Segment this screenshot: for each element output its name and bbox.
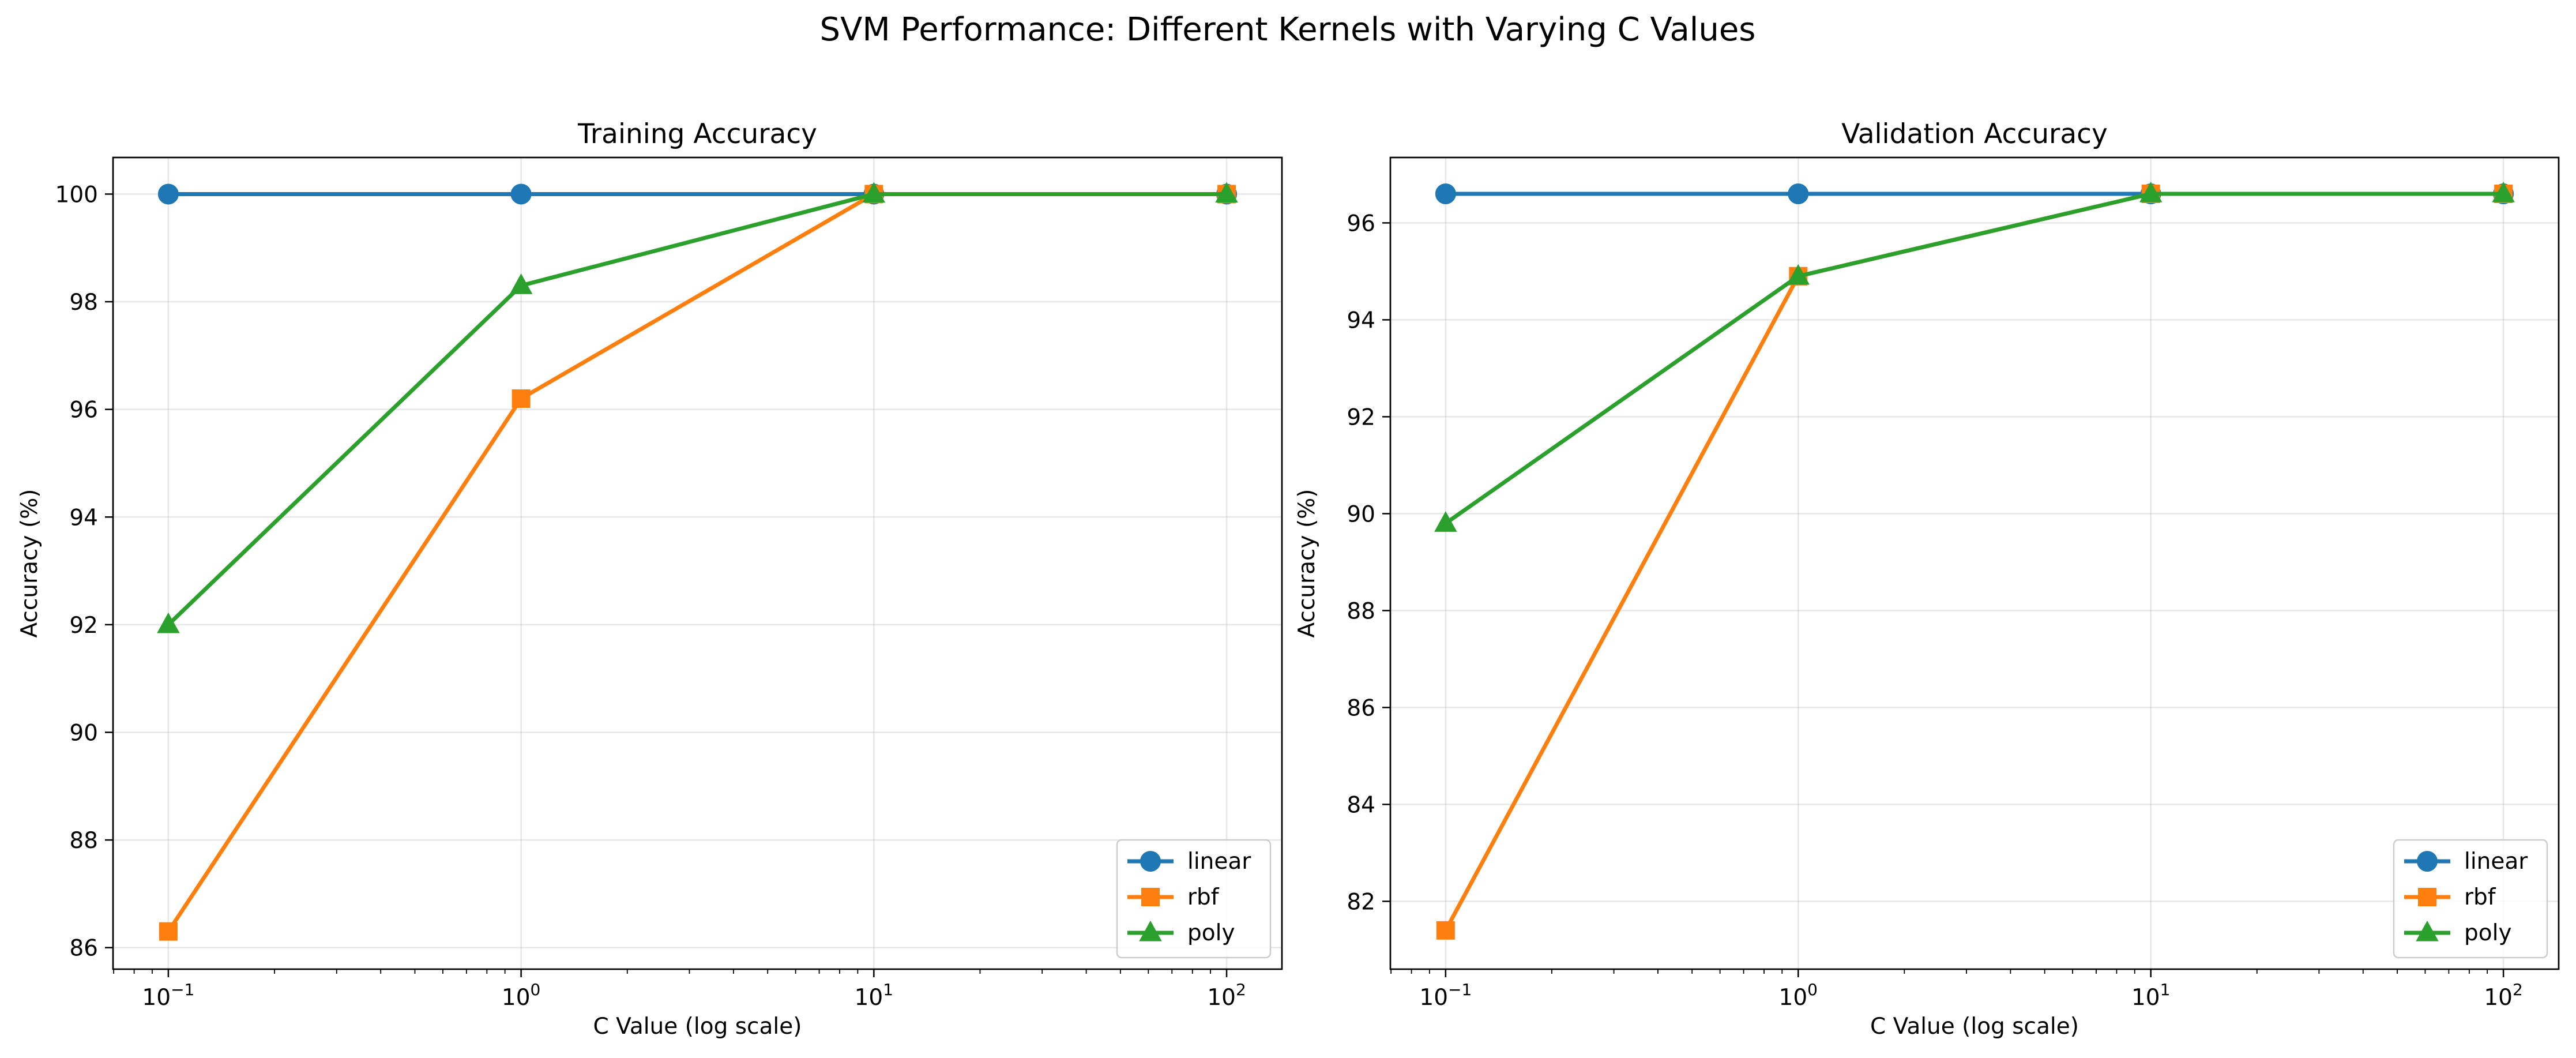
- x-axis-label: C Value (log scale): [1870, 1014, 2079, 1040]
- data-point-poly: [1215, 182, 1238, 203]
- series-line-poly: [165, 192, 1229, 628]
- x-tick-label-base: 10: [855, 985, 883, 1011]
- x-tick-label-base: 10: [2484, 985, 2513, 1011]
- y-tick-label: 90: [69, 720, 98, 746]
- y-tick-label: 92: [69, 613, 98, 639]
- x-tick-label-exponent: 0: [1807, 980, 1818, 999]
- y-tick-label: 96: [69, 397, 98, 423]
- x-axis-label: C Value (log scale): [593, 1014, 802, 1040]
- data-point-linear: [157, 183, 179, 205]
- x-tick-label: 100: [502, 980, 540, 1011]
- x-tick-label: 10−1: [1419, 980, 1472, 1011]
- validation-accuracy-chart: 10−1 100 101 1028284868890929496Validation …: [1294, 118, 2560, 1040]
- y-tick-label: 88: [69, 828, 98, 854]
- series-poly: [157, 182, 1238, 633]
- chart-title: Validation Accuracy: [1841, 118, 2108, 150]
- figure-title: SVM Performance: Different Kernels with …: [820, 11, 1756, 48]
- data-point-rbf: [512, 389, 531, 408]
- legend-entry-linear: linear: [2404, 849, 2528, 875]
- data-point-linear: [1788, 183, 1809, 204]
- x-tick-label-base: 10: [1779, 985, 1808, 1011]
- legend-marker-rbf: [2418, 888, 2436, 906]
- x-tick-label: 102: [1207, 980, 1246, 1011]
- x-tick-label-exponent: −1: [171, 980, 194, 999]
- x-tick-label-base: 10: [1419, 985, 1448, 1011]
- y-tick-label: 82: [1347, 889, 1375, 915]
- legend-entry-poly: poly: [1127, 920, 1235, 946]
- y-tick-label: 86: [1347, 695, 1375, 721]
- data-point-poly: [1787, 264, 1810, 285]
- data-point-poly: [2139, 181, 2163, 202]
- data-point-poly: [509, 273, 533, 294]
- x-tick-label: 102: [2484, 980, 2522, 1011]
- x-tick-label: 101: [855, 980, 893, 1011]
- x-tick-label-exponent: 2: [1236, 980, 1246, 999]
- y-tick-label: 94: [1347, 307, 1375, 333]
- y-axis-label: Accuracy (%): [17, 489, 43, 638]
- y-tick-label: 88: [1347, 598, 1375, 624]
- legend-marker-linear: [1140, 851, 1161, 872]
- x-tick-label: 10−1: [142, 980, 194, 1011]
- data-point-poly: [862, 182, 886, 203]
- y-tick-label: 92: [1347, 404, 1375, 430]
- legend-entry-rbf: rbf: [1127, 884, 1220, 910]
- y-tick-label: 90: [1347, 501, 1375, 527]
- legend: linear rbf poly: [1116, 839, 1272, 959]
- legend-marker-linear: [2417, 851, 2438, 872]
- x-tick-label: 100: [1779, 980, 1818, 1011]
- x-tick-label-exponent: 1: [883, 980, 893, 999]
- legend-label: linear: [1187, 849, 1251, 875]
- legend-entry-linear: linear: [1127, 849, 1251, 875]
- x-tick-label: 101: [2131, 980, 2170, 1011]
- data-point-linear: [510, 183, 532, 205]
- y-tick-label: 98: [69, 290, 98, 316]
- series-poly: [1434, 181, 2515, 532]
- legend-marker-poly: [1139, 920, 1162, 941]
- legend-entry-poly: poly: [2404, 920, 2512, 946]
- x-tick-label-exponent: 2: [2513, 980, 2523, 999]
- gridlines: [1390, 157, 2559, 969]
- legend-label: linear: [2464, 849, 2528, 875]
- data-point-poly: [1434, 511, 1457, 532]
- x-tick-label-exponent: 1: [2160, 980, 2171, 999]
- x-tick-label-base: 10: [502, 985, 531, 1011]
- x-tick-label-exponent: −1: [1448, 980, 1472, 999]
- data-point-linear: [1435, 183, 1456, 204]
- chart-title: Training Accuracy: [577, 118, 817, 150]
- y-tick-label: 84: [1347, 792, 1375, 818]
- x-tick-label-base: 10: [1207, 985, 1236, 1011]
- series-line-poly: [1442, 192, 2506, 527]
- plot-frame: [112, 156, 1283, 970]
- data-point-poly: [2492, 181, 2515, 202]
- legend: linear rbf poly: [2393, 839, 2548, 959]
- legend-label: rbf: [2464, 884, 2496, 910]
- legend-marker-rbf: [1141, 888, 1160, 906]
- y-axis-label: Accuracy (%): [1294, 489, 1320, 638]
- y-tick-label: 86: [69, 936, 98, 962]
- data-point-rbf: [1436, 921, 1455, 940]
- plot-frame: [1389, 156, 2560, 970]
- data-point-poly: [157, 612, 180, 633]
- x-tick-label-base: 10: [142, 985, 171, 1011]
- legend-marker-poly: [2416, 920, 2439, 941]
- data-point-rbf: [159, 922, 178, 941]
- legend-label: poly: [2464, 920, 2512, 946]
- y-tick-label: 94: [69, 505, 98, 531]
- legend-label: rbf: [1187, 884, 1220, 910]
- x-tick-label-base: 10: [2131, 985, 2160, 1011]
- y-tick-label: 100: [55, 182, 98, 208]
- legend-label: poly: [1187, 920, 1235, 946]
- legend-entry-rbf: rbf: [2404, 884, 2496, 910]
- x-tick-label-exponent: 0: [531, 980, 541, 999]
- y-tick-label: 96: [1347, 211, 1375, 237]
